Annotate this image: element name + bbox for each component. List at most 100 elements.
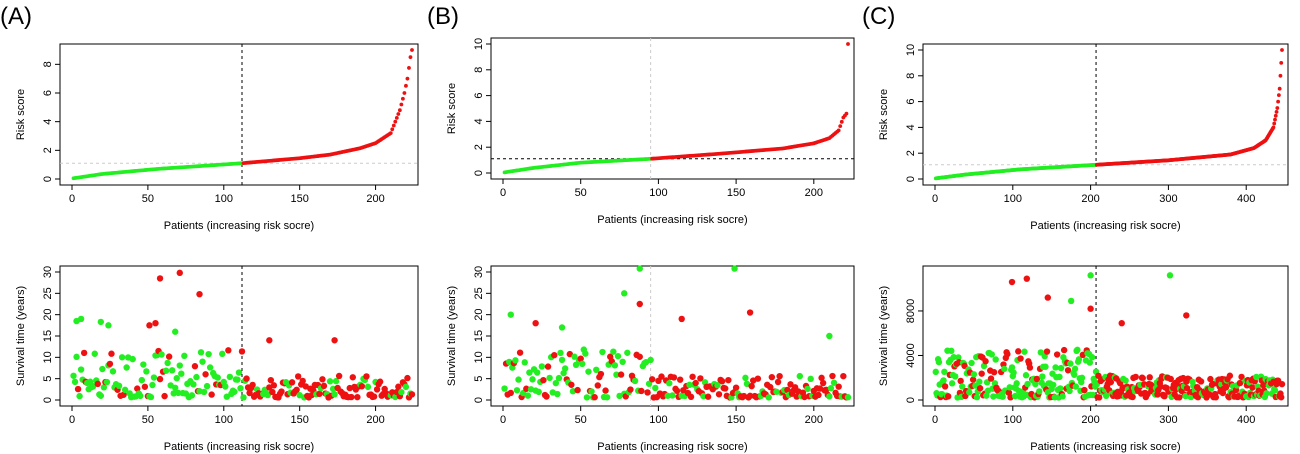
survival-point [141, 383, 149, 390]
x-tick-label: 100 [649, 414, 667, 426]
survival-point [1024, 380, 1031, 388]
survival-point [972, 382, 979, 389]
y-tick-label: 5 [473, 376, 485, 382]
survival-point [827, 385, 835, 392]
survival-point [1071, 365, 1079, 373]
survival-point [544, 363, 552, 370]
x-tick-label: 0 [69, 414, 75, 426]
survival-point [940, 377, 947, 384]
survival-point [533, 369, 541, 376]
survival-point [316, 390, 323, 398]
risk-point [844, 111, 849, 116]
survival-point [526, 369, 533, 376]
survival-point [638, 387, 645, 395]
x-tick-label: 100 [215, 193, 233, 205]
survival-outlier-point [1008, 278, 1016, 286]
risk-point [1279, 61, 1284, 65]
survival-point [666, 380, 673, 387]
survival-point [1022, 372, 1030, 379]
survival-point [199, 358, 206, 365]
survival-point [603, 394, 611, 401]
survival-point [1081, 386, 1088, 394]
survival-point [732, 384, 740, 391]
y-tick-label: 2 [905, 150, 917, 156]
survival-point [1078, 374, 1086, 382]
survival-point [1278, 394, 1285, 401]
survival-point [73, 353, 80, 361]
survival-point [941, 383, 949, 390]
survival-point [648, 376, 656, 383]
survival-outlier-point [558, 324, 566, 331]
risk-point [402, 91, 407, 95]
survival-point [103, 378, 111, 386]
survival-outlier-point [731, 265, 738, 272]
survival-point [193, 373, 200, 381]
survival-point [1006, 384, 1013, 391]
survival-point [978, 370, 985, 377]
survival-outlier-point [1044, 294, 1052, 301]
risk-point [1273, 117, 1277, 122]
survival-outlier-point [1087, 272, 1094, 279]
survival-point [767, 383, 774, 391]
survival-outlier-point [152, 320, 159, 327]
survival-point [512, 357, 519, 364]
survival-point [1236, 379, 1244, 387]
x-tick-label: 300 [1159, 193, 1177, 205]
survival-point [826, 393, 833, 400]
x-tick-label: 150 [290, 414, 308, 426]
survival-point [1064, 367, 1072, 374]
survival-point [294, 373, 302, 380]
x-tick-label: 150 [727, 187, 745, 199]
survival-point [557, 349, 564, 357]
y-tick-label: 0 [473, 170, 485, 176]
y-tick-label: 8 [473, 67, 485, 73]
survival-point [686, 381, 693, 389]
survival-point [143, 368, 150, 375]
y-tick-label: 0 [905, 397, 917, 403]
survival-point [71, 378, 79, 386]
survival-point [231, 388, 238, 395]
x-tick-label: 50 [575, 187, 587, 199]
survival-point [1067, 360, 1074, 367]
survival-point [555, 374, 563, 382]
survival-point [664, 392, 671, 399]
survival-point [952, 373, 959, 380]
survival-point [162, 367, 170, 374]
survival-point [645, 380, 653, 387]
survival-point [203, 382, 211, 390]
y-tick-label: 15 [42, 330, 54, 342]
survival-point [1008, 364, 1016, 371]
plot-frame [922, 265, 1289, 407]
survival-point [591, 394, 598, 401]
survival-point [249, 381, 256, 389]
survival-point [168, 367, 176, 374]
survival-point [1050, 381, 1057, 389]
survival-point [165, 353, 173, 360]
y-tick-label: 6 [42, 90, 54, 96]
risk-point [1276, 93, 1281, 98]
survival-point [326, 378, 334, 385]
y-tick-label: 4 [473, 118, 485, 124]
survival-point [976, 385, 984, 392]
survival-point [748, 382, 755, 390]
survival-point [358, 383, 366, 390]
y-axis-title: Survival time (years) [446, 286, 458, 386]
survival-point [558, 356, 566, 364]
survival-point [829, 372, 836, 380]
survival-outlier-point [331, 337, 338, 344]
survival-point [507, 389, 514, 397]
survival-point [1197, 378, 1205, 385]
y-tick-label: 8 [42, 61, 54, 67]
survival-point [583, 394, 591, 401]
y-tick-label: 5 [42, 376, 54, 382]
survival-point [1004, 350, 1011, 358]
survival-point [1043, 348, 1051, 355]
survival-point [784, 386, 791, 394]
survival-outlier-point [507, 311, 514, 318]
survival-point [106, 360, 114, 368]
risk-point [388, 131, 393, 136]
survival-point [1271, 387, 1279, 394]
survival-point [1011, 392, 1019, 400]
survival-point [376, 378, 384, 385]
